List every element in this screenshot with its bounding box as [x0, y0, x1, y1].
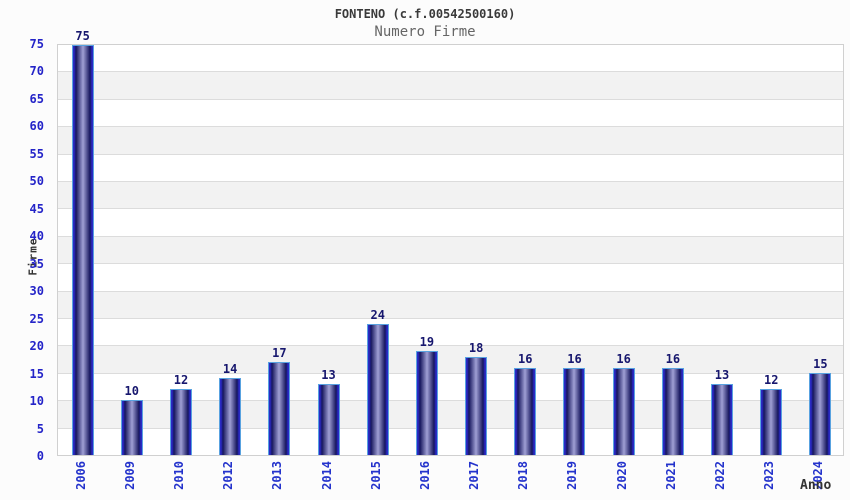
x-tick-label-2018: 2018 [516, 461, 531, 490]
bar-2013 [268, 362, 291, 455]
bar-value-label: 17 [272, 346, 287, 361]
y-tick-label: 35 [29, 256, 44, 271]
bar-2009 [120, 400, 143, 455]
bar-2024 [809, 373, 832, 455]
bar-2006 [71, 45, 94, 455]
y-tick-label: 25 [29, 311, 44, 326]
x-tick-label-2012: 2012 [221, 461, 236, 490]
bar-2019 [563, 367, 586, 455]
grid-band [58, 291, 843, 320]
bar-2018 [514, 367, 537, 455]
bar-value-label: 15 [813, 357, 828, 371]
bar-2020 [612, 367, 635, 455]
grid-band [58, 99, 843, 128]
bar-value-label: 10 [124, 384, 139, 399]
grid-band [58, 264, 843, 292]
grid-band [58, 236, 843, 265]
x-tick-label-2009: 2009 [122, 461, 137, 490]
y-tick-label: 20 [29, 339, 44, 354]
x-tick-label-2013: 2013 [270, 461, 285, 490]
x-tick-label-2014: 2014 [319, 461, 334, 490]
bar-2023 [760, 389, 783, 455]
chart-title: FONTENO (c.f.00542500160) [334, 7, 516, 21]
bar-2021 [661, 367, 684, 455]
x-tick-label-2021: 2021 [663, 461, 678, 490]
bar-2015 [366, 323, 389, 455]
y-tick-label: 10 [29, 394, 44, 409]
x-axis: 2006 2009 2010 2012 2013 2014 2015 2016 2017 2018… [57, 461, 844, 500]
grid-band [58, 127, 843, 155]
x-tick-label-2019: 2019 [565, 461, 580, 490]
bar-value-label: 75 [75, 29, 90, 43]
x-tick-label-2020: 2020 [614, 461, 629, 490]
bar-value-label: 18 [468, 340, 484, 355]
bar-2012 [219, 378, 242, 455]
y-tick-label: 70 [29, 64, 44, 79]
x-tick-label-2010: 2010 [171, 461, 186, 490]
bars-layer: 75 10 12 14 17 13 24 19 18 16 16 16 16 13 12 15 [58, 30, 843, 455]
grid-band [58, 72, 843, 100]
y-axis: 0 5 10 15 20 25 30 35 40 45 50 55 60 65 70 75 [0, 37, 50, 463]
y-tick-label: 45 [29, 201, 44, 216]
grid-band [58, 346, 843, 374]
bar-2014 [317, 383, 340, 455]
bar-value-label: 12 [763, 373, 779, 388]
y-tick-label: 15 [29, 366, 44, 381]
y-tick-label: 65 [29, 91, 44, 106]
y-tick-label: 0 [36, 449, 44, 463]
x-tick-label-2016: 2016 [417, 461, 432, 490]
bar-value-label: 16 [665, 351, 681, 366]
grid-band [58, 182, 843, 210]
bar-2016 [415, 351, 438, 455]
bar-value-label: 13 [321, 367, 336, 382]
y-tick-label: 30 [29, 284, 44, 299]
y-tick-label: 50 [29, 174, 44, 189]
y-tick-label: 75 [29, 37, 44, 51]
y-tick-label: 60 [29, 119, 44, 134]
y-tick-label: 5 [36, 421, 44, 436]
bar-value-label: 24 [370, 307, 385, 322]
grid-band [58, 319, 843, 347]
bar-value-label: 16 [616, 351, 631, 366]
bar-2022 [711, 383, 734, 455]
x-tick-label-2022: 2022 [713, 461, 728, 490]
x-tick-label-2017: 2017 [467, 461, 482, 490]
x-tick-label-2023: 2023 [762, 461, 777, 490]
bar-value-label: 16 [567, 351, 582, 366]
y-tick-label: 55 [29, 146, 44, 161]
x-tick-label-2015: 2015 [368, 461, 383, 490]
x-axis-label: Anno [800, 478, 832, 493]
bar-value-label: 14 [222, 362, 238, 377]
bar-2017 [465, 356, 488, 455]
grid-band [58, 45, 843, 73]
grid-band [58, 209, 843, 237]
plot-area: 75 10 12 14 17 13 24 19 18 16 16 16 16 13 12 15 [57, 30, 844, 456]
bar-value-label: 13 [714, 367, 730, 382]
bar-value-label: 16 [518, 351, 533, 366]
bar-value-label: 12 [173, 373, 189, 388]
bar-2010 [169, 389, 192, 455]
x-tick-label-2006: 2006 [73, 461, 88, 490]
chart-subtitle: Numero Firme [374, 24, 476, 40]
grid-band [58, 154, 843, 183]
y-tick-label: 40 [29, 229, 44, 244]
bar-value-label: 19 [419, 335, 435, 350]
